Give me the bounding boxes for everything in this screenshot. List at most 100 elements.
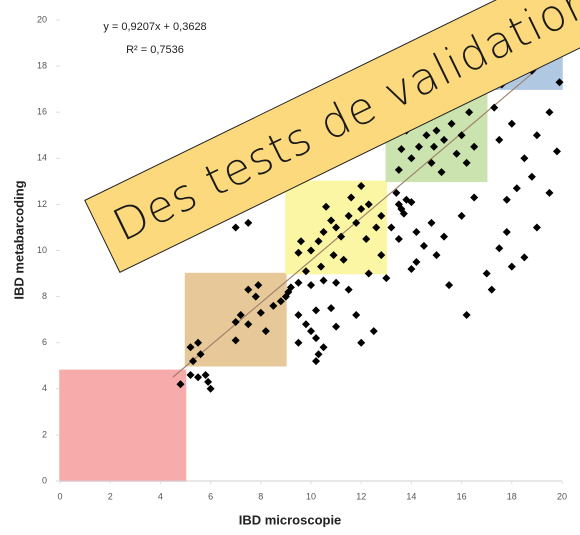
data-point bbox=[392, 188, 401, 197]
data-point bbox=[437, 168, 446, 177]
x-tick-label: 16 bbox=[457, 491, 467, 501]
data-point bbox=[465, 108, 474, 117]
data-point bbox=[427, 158, 436, 167]
data-point bbox=[372, 223, 381, 232]
zone bbox=[59, 369, 187, 482]
y-tick-label: 16 bbox=[37, 107, 47, 117]
data-point bbox=[512, 184, 521, 193]
y-tick-label: 14 bbox=[37, 153, 47, 163]
data-point bbox=[261, 327, 270, 336]
data-point bbox=[294, 338, 303, 347]
y-tick-label: 12 bbox=[37, 199, 47, 209]
data-point bbox=[377, 211, 386, 220]
data-point bbox=[337, 232, 346, 241]
data-point bbox=[394, 234, 403, 243]
x-tick-label: 10 bbox=[306, 491, 316, 501]
data-point bbox=[387, 223, 396, 232]
x-tick-label: 2 bbox=[108, 491, 113, 501]
data-point bbox=[377, 251, 386, 260]
data-point bbox=[332, 278, 341, 287]
data-point bbox=[319, 228, 328, 237]
data-point bbox=[251, 292, 260, 301]
data-point bbox=[186, 343, 195, 352]
data-point bbox=[482, 269, 491, 278]
data-point bbox=[269, 301, 278, 310]
data-point bbox=[332, 322, 341, 331]
x-tick-label: 8 bbox=[258, 491, 263, 501]
data-point bbox=[414, 142, 423, 151]
data-point bbox=[312, 306, 321, 315]
data-point bbox=[382, 274, 391, 283]
y-tick-label: 6 bbox=[42, 337, 47, 347]
data-point bbox=[357, 338, 366, 347]
data-point bbox=[419, 241, 428, 250]
x-tick-label: 18 bbox=[507, 491, 517, 501]
data-point bbox=[440, 232, 449, 241]
data-point bbox=[362, 234, 371, 243]
data-point bbox=[344, 211, 353, 220]
data-point bbox=[470, 193, 479, 202]
data-point bbox=[294, 311, 303, 320]
data-point bbox=[445, 281, 454, 290]
data-point bbox=[364, 200, 373, 209]
data-point bbox=[322, 202, 331, 211]
data-point bbox=[407, 198, 416, 207]
data-point bbox=[369, 327, 378, 336]
data-point bbox=[412, 228, 421, 237]
data-point bbox=[357, 181, 366, 190]
data-point bbox=[231, 223, 240, 232]
data-point bbox=[307, 327, 315, 336]
data-point bbox=[332, 223, 341, 232]
data-point bbox=[422, 131, 431, 140]
data-point bbox=[502, 195, 511, 204]
data-point bbox=[495, 135, 504, 144]
y-axis-title: IBD metabarcoding bbox=[11, 180, 26, 299]
data-point bbox=[301, 267, 310, 276]
data-point bbox=[176, 380, 185, 389]
data-point bbox=[231, 336, 240, 345]
data-point bbox=[244, 218, 253, 227]
data-point bbox=[364, 269, 373, 278]
data-point bbox=[552, 147, 561, 156]
data-point bbox=[327, 304, 336, 313]
x-tick-label: 14 bbox=[406, 491, 416, 501]
data-point bbox=[314, 350, 323, 359]
data-point bbox=[412, 258, 421, 267]
data-point bbox=[447, 119, 456, 128]
data-point bbox=[399, 209, 408, 218]
r-squared: R² = 0,7536 bbox=[126, 44, 184, 56]
data-point bbox=[294, 248, 303, 257]
data-point bbox=[254, 281, 263, 290]
data-point bbox=[452, 149, 461, 158]
x-axis-title: IBD microscopie bbox=[239, 512, 342, 527]
equation: y = 0,9207x + 0,3628 bbox=[103, 21, 206, 33]
x-tick-label: 0 bbox=[57, 491, 62, 501]
data-point bbox=[344, 285, 353, 294]
data-point bbox=[407, 154, 416, 163]
data-point bbox=[186, 370, 195, 379]
data-point bbox=[312, 334, 321, 343]
data-point bbox=[329, 251, 338, 260]
data-point bbox=[555, 78, 564, 87]
data-point bbox=[244, 320, 253, 329]
data-point bbox=[457, 211, 466, 220]
data-point bbox=[470, 142, 479, 151]
data-point bbox=[276, 297, 285, 306]
data-point bbox=[520, 154, 529, 163]
data-point bbox=[462, 311, 471, 320]
y-tick-label: 4 bbox=[42, 383, 47, 393]
banner-background bbox=[84, 0, 580, 273]
y-tick-label: 2 bbox=[42, 429, 47, 439]
data-point bbox=[532, 131, 541, 140]
x-tick-label: 4 bbox=[158, 491, 163, 501]
data-point bbox=[407, 264, 416, 273]
data-point bbox=[339, 255, 348, 264]
data-point bbox=[427, 218, 436, 227]
data-point bbox=[236, 311, 245, 320]
data-point bbox=[394, 165, 403, 174]
data-point bbox=[502, 228, 511, 237]
data-point bbox=[284, 287, 293, 296]
data-point bbox=[194, 338, 203, 347]
data-point bbox=[319, 343, 328, 352]
data-point bbox=[432, 126, 441, 135]
